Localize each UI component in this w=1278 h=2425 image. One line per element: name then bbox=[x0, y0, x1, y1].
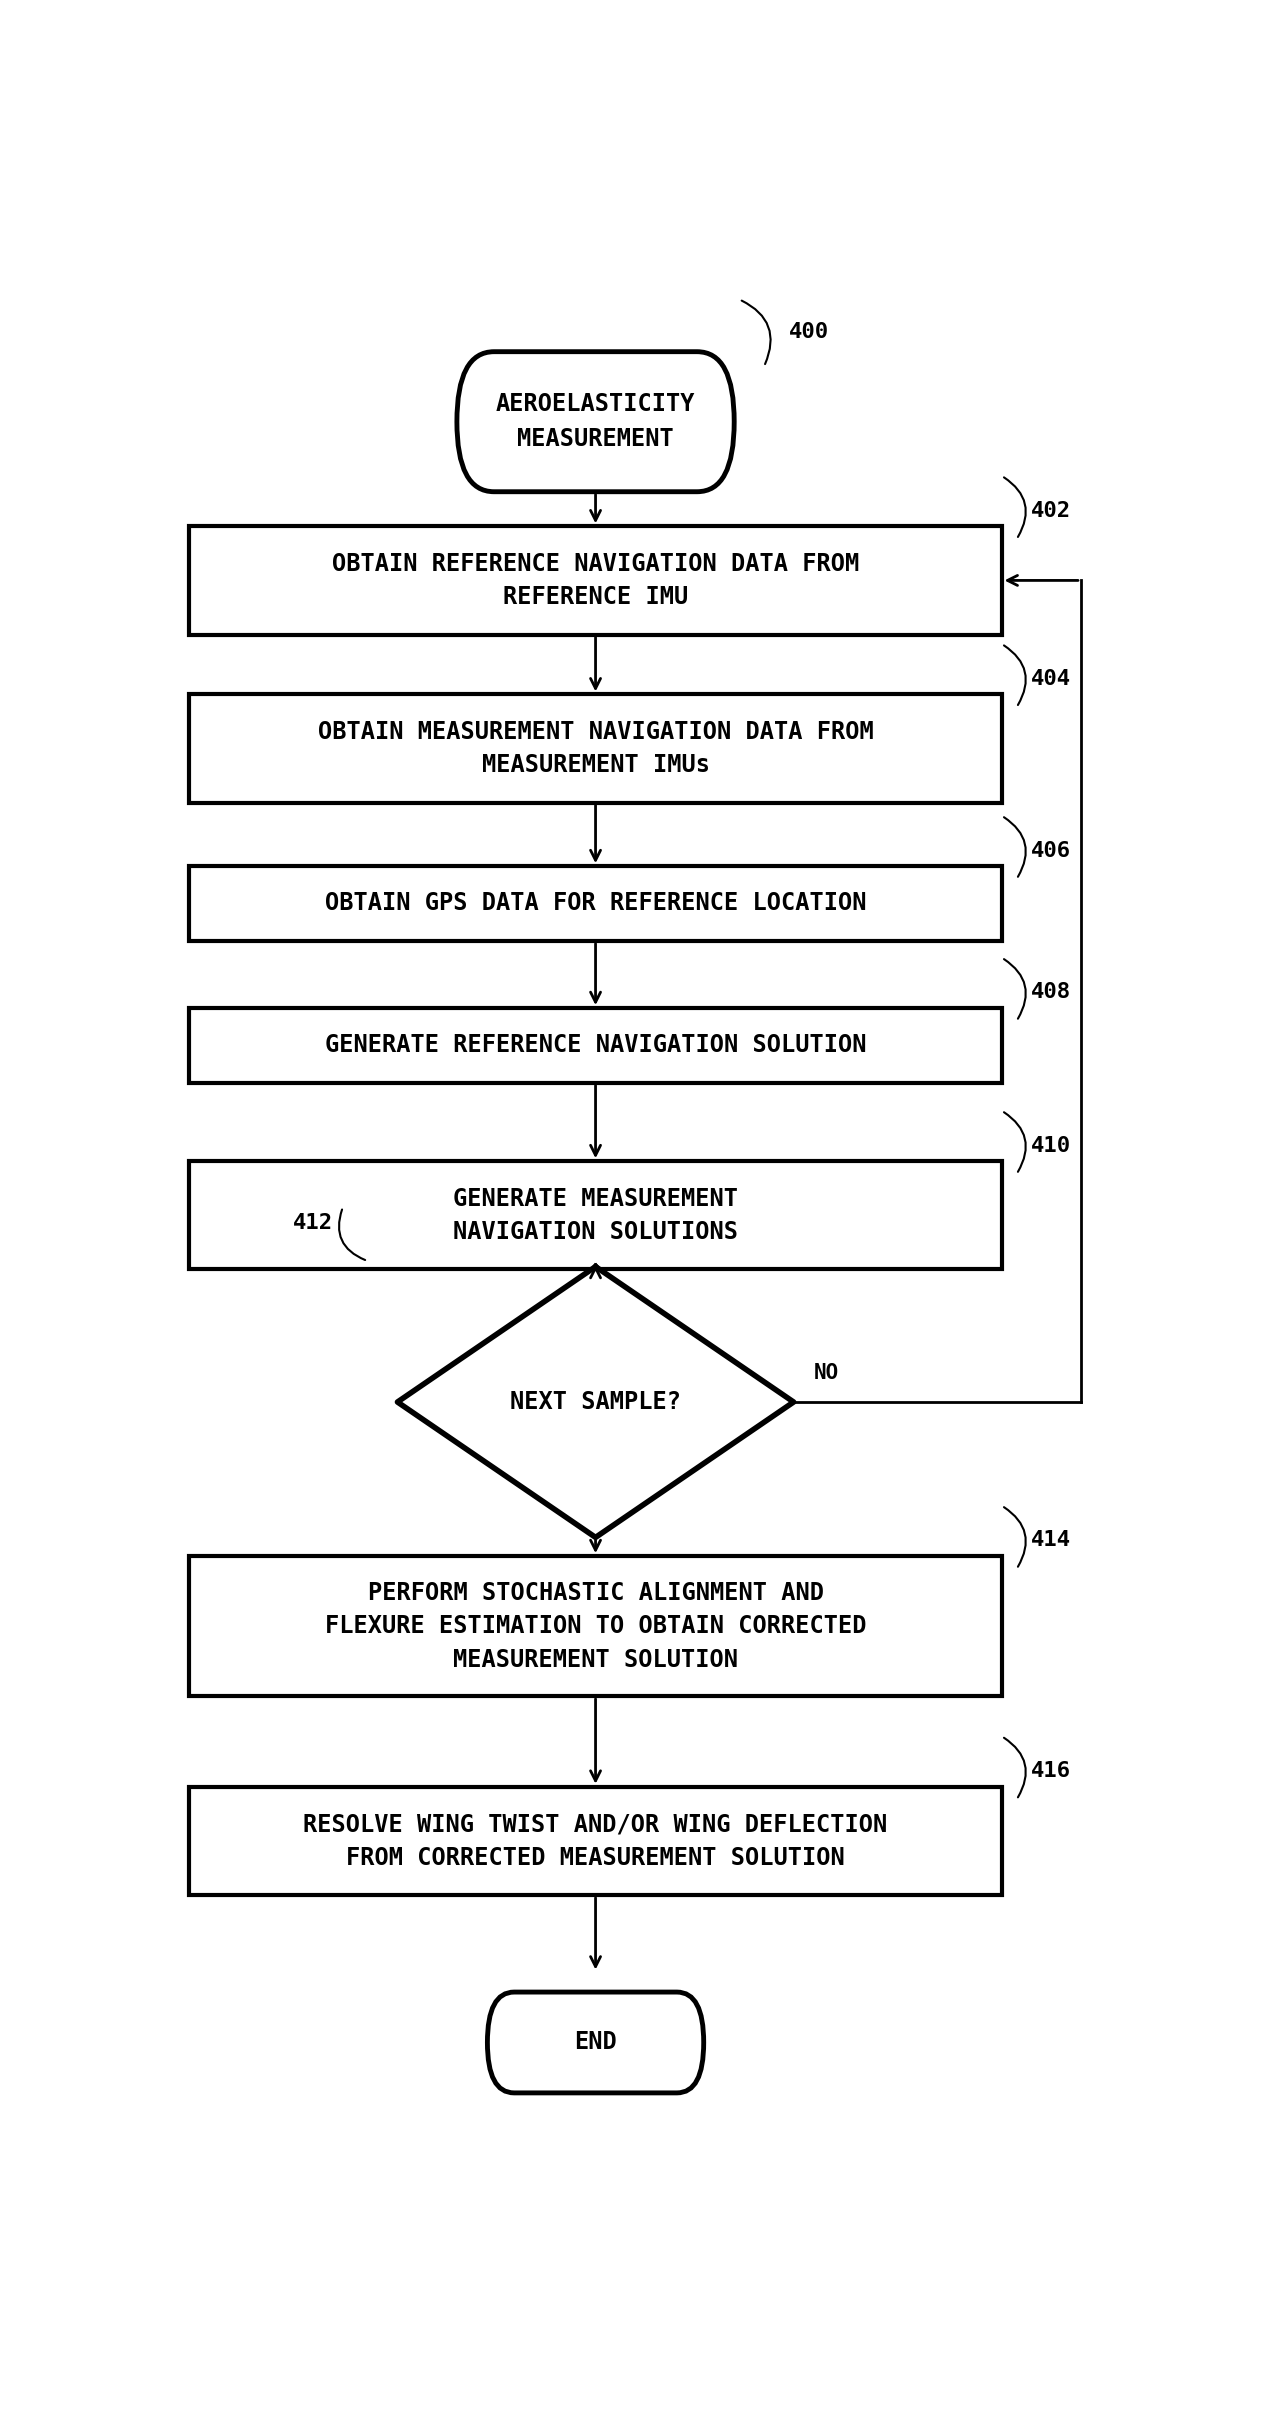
Text: 400: 400 bbox=[789, 323, 829, 342]
Bar bbox=[189, 1787, 1002, 1894]
Text: NO: NO bbox=[814, 1363, 838, 1382]
Text: 410: 410 bbox=[1031, 1135, 1071, 1157]
Bar bbox=[189, 694, 1002, 803]
FancyBboxPatch shape bbox=[487, 1991, 704, 2093]
Text: END: END bbox=[574, 2030, 617, 2054]
Text: GENERATE MEASUREMENT
NAVIGATION SOLUTIONS: GENERATE MEASUREMENT NAVIGATION SOLUTION… bbox=[452, 1186, 739, 1244]
Bar bbox=[189, 1557, 1002, 1695]
Polygon shape bbox=[397, 1266, 794, 1537]
Text: 416: 416 bbox=[1031, 1761, 1071, 1780]
Bar bbox=[189, 1009, 1002, 1082]
Bar bbox=[189, 1162, 1002, 1268]
Bar bbox=[189, 526, 1002, 635]
Text: 414: 414 bbox=[1031, 1530, 1071, 1550]
FancyBboxPatch shape bbox=[458, 352, 735, 492]
Text: YES: YES bbox=[607, 1559, 645, 1579]
Text: NEXT SAMPLE?: NEXT SAMPLE? bbox=[510, 1390, 681, 1414]
Text: OBTAIN MEASUREMENT NAVIGATION DATA FROM
MEASUREMENT IMUs: OBTAIN MEASUREMENT NAVIGATION DATA FROM … bbox=[318, 720, 873, 778]
Bar bbox=[189, 866, 1002, 941]
Text: 412: 412 bbox=[293, 1212, 334, 1232]
Text: 406: 406 bbox=[1031, 841, 1071, 861]
Text: OBTAIN GPS DATA FOR REFERENCE LOCATION: OBTAIN GPS DATA FOR REFERENCE LOCATION bbox=[325, 892, 866, 917]
Text: 408: 408 bbox=[1031, 982, 1071, 1002]
Text: AEROELASTICITY
MEASUREMENT: AEROELASTICITY MEASUREMENT bbox=[496, 393, 695, 451]
Text: 402: 402 bbox=[1031, 500, 1071, 521]
Text: OBTAIN REFERENCE NAVIGATION DATA FROM
REFERENCE IMU: OBTAIN REFERENCE NAVIGATION DATA FROM RE… bbox=[332, 550, 859, 609]
Text: PERFORM STOCHASTIC ALIGNMENT AND
FLEXURE ESTIMATION TO OBTAIN CORRECTED
MEASUREM: PERFORM STOCHASTIC ALIGNMENT AND FLEXURE… bbox=[325, 1581, 866, 1671]
Text: 404: 404 bbox=[1031, 669, 1071, 689]
Text: GENERATE REFERENCE NAVIGATION SOLUTION: GENERATE REFERENCE NAVIGATION SOLUTION bbox=[325, 1033, 866, 1057]
Text: RESOLVE WING TWIST AND/OR WING DEFLECTION
FROM CORRECTED MEASUREMENT SOLUTION: RESOLVE WING TWIST AND/OR WING DEFLECTIO… bbox=[303, 1811, 888, 1870]
